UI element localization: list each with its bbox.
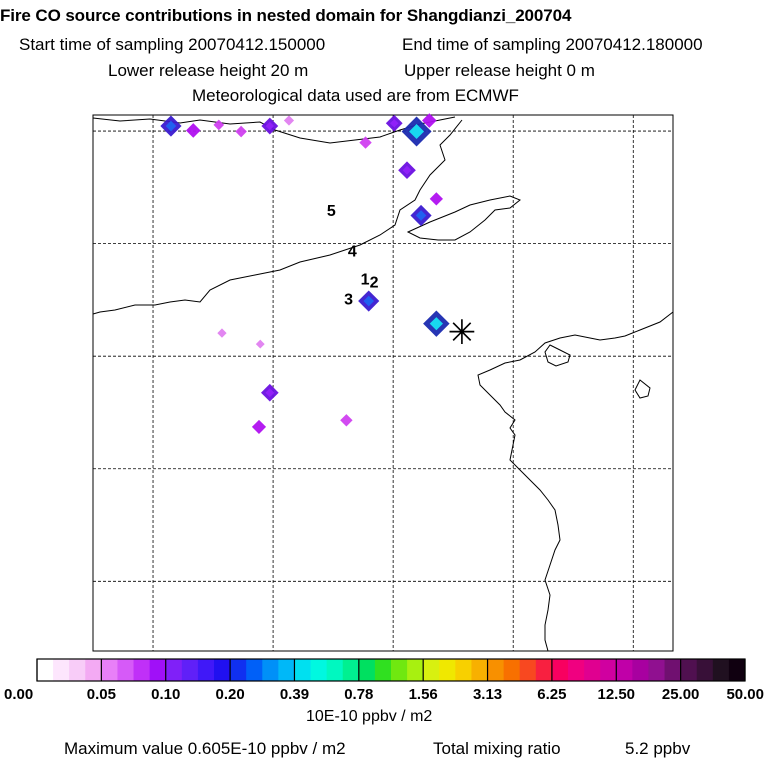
colorbar-segment — [455, 659, 472, 681]
colorbar-segment — [262, 659, 279, 681]
hotspot — [255, 339, 265, 349]
colorbar-tick-label: 3.13 — [473, 686, 502, 703]
colorbar — [36, 658, 746, 682]
colorbar-tick-label: 0.05 — [87, 686, 116, 703]
hotspot — [251, 419, 267, 435]
receptor-marker: ✳ — [448, 313, 477, 353]
hotspot — [385, 114, 403, 132]
hotspot — [260, 383, 279, 402]
hotspot — [423, 310, 450, 337]
colorbar-tick-label: 50.00 — [726, 686, 764, 703]
hotspot — [235, 125, 247, 138]
hotspot — [401, 116, 432, 147]
colorbar-segment — [551, 659, 569, 681]
colorbar-segment — [85, 659, 102, 681]
chart-title: Fire CO source contributions in nested d… — [0, 6, 572, 25]
colorbar-tick-label: 0.78 — [344, 686, 373, 703]
hotspot — [359, 136, 372, 149]
map-frame — [92, 114, 674, 652]
colorbar-segment — [503, 659, 521, 681]
colorbar-segment — [728, 659, 746, 681]
lower-release-label: Lower release height 20 m — [108, 61, 309, 80]
colorbar-segment — [423, 659, 440, 681]
colorbar-tick-label: 6.25 — [537, 686, 566, 703]
start-sampling-label: Start time of sampling 20070412.150000 — [19, 35, 326, 54]
colorbar-segment — [712, 659, 730, 681]
colorbar-tick-label: 1.56 — [409, 686, 438, 703]
colorbar-segment — [246, 659, 263, 681]
trajectory-labels: 1 23 4 5 — [327, 203, 379, 308]
colorbar-segment — [600, 659, 617, 681]
colorbar-segment — [407, 659, 424, 681]
hotspot — [283, 115, 295, 126]
total-mixing-value: 5.2 ppbv — [625, 739, 691, 758]
trajectory-label: 4 — [348, 244, 357, 261]
trajectory-label: 3 — [344, 291, 353, 308]
colorbar-segment — [214, 659, 231, 681]
colorbar-segment — [487, 659, 505, 681]
colorbar-segment — [149, 659, 167, 681]
hotspot — [429, 192, 443, 206]
colorbar-segment — [101, 659, 118, 681]
colorbar-segment — [294, 659, 312, 681]
colorbar-segment — [117, 659, 135, 681]
colorbar-tick-label: 25.00 — [662, 686, 700, 703]
colorbar-segment — [680, 659, 698, 681]
colorbar-segment — [374, 659, 392, 681]
upper-release-label: Upper release height 0 m — [404, 61, 595, 80]
hotspot — [358, 290, 380, 312]
hotspot — [340, 414, 353, 427]
colorbar-segment — [439, 659, 456, 681]
colorbar-segment — [535, 659, 553, 681]
colorbar-segment — [568, 659, 585, 681]
colorbar-segment — [391, 659, 408, 681]
colorbar-tick-label: 0.00 — [4, 686, 33, 703]
trajectory-label: 1 — [361, 272, 370, 289]
colorbar-segment — [69, 659, 86, 681]
colorbar-segment — [664, 659, 682, 681]
colorbar-segment — [310, 659, 328, 681]
colorbar-tick-label: 12.50 — [597, 686, 635, 703]
colorbar-segment — [133, 659, 151, 681]
colorbar-segment — [37, 659, 54, 681]
hotspot — [213, 119, 225, 131]
end-sampling-label: End time of sampling 20070412.180000 — [402, 35, 703, 54]
max-value-label: Maximum value 0.605E-10 ppbv / m2 — [64, 739, 346, 758]
hotspot — [261, 117, 279, 135]
colorbar-tick-label: 0.10 — [151, 686, 180, 703]
colorbar-tick-labels: 0.00 0.05 0.10 0.20 0.39 0.78 1.56 3.13 6.25 12.5… — [4, 686, 764, 703]
hotspot — [160, 115, 182, 137]
colorbar-segment — [165, 659, 183, 681]
total-mixing-label: Total mixing ratio — [433, 739, 561, 758]
colorbar-segment — [519, 659, 537, 681]
colorbar-segment — [53, 659, 70, 681]
colorbar-segment — [471, 659, 489, 681]
colorbar-segment — [696, 659, 714, 681]
colorbar-tick-label: 0.20 — [215, 686, 244, 703]
hotspot — [398, 161, 416, 180]
colorbar-tick-label: 0.39 — [280, 686, 309, 703]
colorbar-segment — [616, 659, 633, 681]
colorbar-segment — [584, 659, 601, 681]
colorbar-segment — [197, 659, 215, 681]
hotspot — [185, 123, 201, 138]
colorbar-segment — [342, 659, 360, 681]
trajectory-label: 5 — [327, 203, 336, 220]
colorbar-segment — [648, 659, 666, 681]
met-data-label: Meteorological data used are from ECMWF — [192, 86, 519, 105]
colorbar-segment — [278, 659, 295, 681]
colorbar-unit: 10E-10 ppbv / m2 — [306, 708, 433, 725]
colorbar-segment — [632, 659, 649, 681]
colorbar-segment — [358, 659, 376, 681]
hotspot — [422, 113, 437, 128]
hotspot-layer — [160, 113, 450, 435]
hotspot — [410, 204, 432, 227]
colorbar-segment — [181, 659, 199, 681]
colorbar-segment — [326, 659, 344, 681]
hotspot — [217, 328, 227, 338]
trajectory-label: 2 — [370, 274, 379, 291]
colorbar-segment — [230, 659, 247, 681]
